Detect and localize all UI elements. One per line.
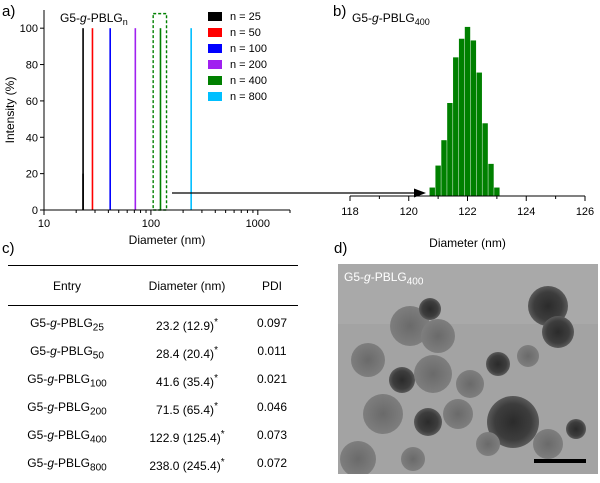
chart-b-bar — [482, 123, 488, 196]
chart-a-y-tick-label: 100 — [20, 23, 38, 35]
table-row: G5-g-PBLG200 71.5 (65.4)* 0.046 — [8, 392, 298, 422]
entry-cell: G5-g-PBLG100 — [27, 372, 107, 390]
chart-a-y-tick-label: 60 — [26, 96, 38, 108]
chart-b-x-tick-label: 118 — [341, 206, 359, 218]
chart-b-x-tick-label: 124 — [517, 206, 535, 218]
chart-a-legend-swatch — [208, 28, 222, 37]
chart-b-bar — [488, 163, 494, 196]
chart-a-legend-label: n = 200 — [230, 59, 267, 71]
connector-arrowhead — [414, 188, 426, 198]
chart-b-bar — [494, 187, 500, 196]
chart-a-peak-bar — [134, 28, 137, 210]
chart-a-legend-swatch — [208, 76, 222, 85]
chart-a-x-tick-label: 10 — [38, 218, 50, 230]
chart-b-bar — [429, 187, 435, 196]
chart-b: b) G5-g-PBLG400 118 120 122 124 126 Diameter (n… — [333, 3, 594, 250]
diameter-cell: 122.9 (125.4)* — [149, 429, 225, 445]
chart-b-bar — [447, 103, 453, 196]
chart-b-bar — [476, 72, 482, 196]
panel-d-label: d) — [334, 240, 348, 257]
table-header-row: Entry Diameter (nm) PDI — [8, 271, 298, 301]
chart-a-legend-swatch — [208, 44, 222, 53]
entry-cell: G5-g-PBLG800 — [27, 456, 107, 474]
chart-a-y-tick-label: 80 — [26, 60, 38, 72]
chart-b-x-tick-label: 126 — [576, 206, 594, 218]
chart-b-x-label: Diameter (nm) — [429, 236, 506, 250]
header-pdi: PDI — [261, 279, 282, 293]
chart-a-x-label: Diameter (nm) — [129, 233, 206, 247]
entry-cell: G5-g-PBLG25 — [30, 316, 104, 334]
diameter-cell: 238.0 (245.4)* — [149, 457, 225, 473]
table-row: G5-g-PBLG800 238.0 (245.4)* 0.072 — [8, 448, 298, 478]
chart-a-legend-label: n = 25 — [230, 11, 261, 23]
chart-a-legend-label: n = 800 — [230, 91, 267, 103]
panel-b-label: b) — [333, 3, 346, 20]
pdi-cell: 0.072 — [256, 456, 288, 470]
chart-a-legend-label: n = 100 — [230, 43, 267, 55]
panel-a-label: a) — [2, 3, 15, 20]
data-table: Entry Diameter (nm) PDI G5-g-PBLG25 23.2… — [8, 264, 328, 476]
scale-bar — [534, 459, 586, 463]
tem-sample-label: G5-g-PBLG400 — [344, 270, 424, 288]
chart-a-peak-bar — [91, 28, 94, 210]
table-header-rule — [8, 305, 298, 306]
diameter-cell: 23.2 (12.9)* — [156, 317, 218, 333]
chart-a-peak-bar — [109, 28, 111, 210]
chart-b-bar — [458, 38, 465, 196]
chart-b-bar — [470, 40, 477, 196]
chart-b-x-tick-label: 122 — [458, 206, 476, 218]
table-row: G5-g-PBLG50 28.4 (20.4)* 0.011 — [8, 336, 298, 366]
table-row: G5-g-PBLG25 23.2 (12.9)* 0.097 — [8, 308, 298, 338]
pdi-cell: 0.073 — [256, 428, 288, 442]
chart-a-legend-label: n = 400 — [230, 75, 267, 87]
chart-a-peak-bar — [82, 28, 84, 210]
chart-a-x-tick-label: 1000 — [246, 218, 270, 230]
chart-a-y-tick-label: 20 — [26, 169, 38, 181]
chart-a-legend-label: n = 50 — [230, 27, 261, 39]
tem-image — [338, 264, 598, 474]
chart-b-x-tick-label: 120 — [400, 206, 418, 218]
diameter-cell: 71.5 (65.4)* — [156, 401, 218, 417]
chart-a-y-label: Intensity (%) — [3, 77, 17, 144]
chart-a-x-tick-label: 100 — [142, 218, 160, 230]
charts-figure: a) G5-g-PBLGn 10 100 1000 0 20 40 60 80 100 Diamete… — [2, 3, 594, 250]
chart-a-legend-swatch — [208, 60, 222, 69]
connector-arrow — [172, 188, 426, 198]
chart-a-peak-bar — [190, 28, 192, 210]
entry-cell: G5-g-PBLG400 — [27, 428, 107, 446]
table-top-rule — [8, 265, 298, 266]
chart-b-bar — [435, 165, 441, 196]
pdi-cell: 0.097 — [256, 316, 288, 330]
chart-a-peak-bar — [159, 28, 162, 210]
pdi-cell: 0.021 — [256, 372, 288, 386]
table-row: G5-g-PBLG100 41.6 (35.4)* 0.021 — [8, 364, 298, 394]
entry-cell: G5-g-PBLG200 — [27, 400, 107, 418]
chart-a-legend-swatch — [208, 92, 222, 101]
entry-cell: G5-g-PBLG50 — [30, 344, 104, 362]
chart-b-bar — [464, 26, 471, 197]
chart-a-legend-swatch — [208, 12, 222, 21]
diameter-cell: 41.6 (35.4)* — [156, 373, 218, 389]
chart-b-title: G5-g-PBLG400 — [352, 11, 430, 27]
pdi-cell: 0.011 — [257, 344, 287, 358]
tem-micrograph: G5-g-PBLG400 — [338, 264, 598, 474]
diameter-cell: 28.4 (20.4)* — [156, 345, 218, 361]
table-row: G5-g-PBLG400 122.9 (125.4)* 0.073 — [8, 420, 298, 450]
header-diameter: Diameter (nm) — [148, 279, 226, 293]
chart-a-y-tick-label: 0 — [32, 205, 38, 217]
chart-b-bar — [441, 140, 447, 196]
chart-a-y-tick-label: 40 — [26, 132, 38, 144]
pdi-cell: 0.046 — [256, 400, 288, 414]
chart-a-peak-bar — [82, 173, 84, 210]
chart-b-bar — [453, 57, 459, 196]
chart-a: a) G5-g-PBLGn 10 100 1000 0 20 40 60 80 100 Diamete… — [2, 3, 291, 247]
chart-a-title: G5-g-PBLGn — [60, 11, 128, 27]
header-entry: Entry — [52, 279, 81, 293]
panel-c-label: c) — [2, 240, 15, 257]
